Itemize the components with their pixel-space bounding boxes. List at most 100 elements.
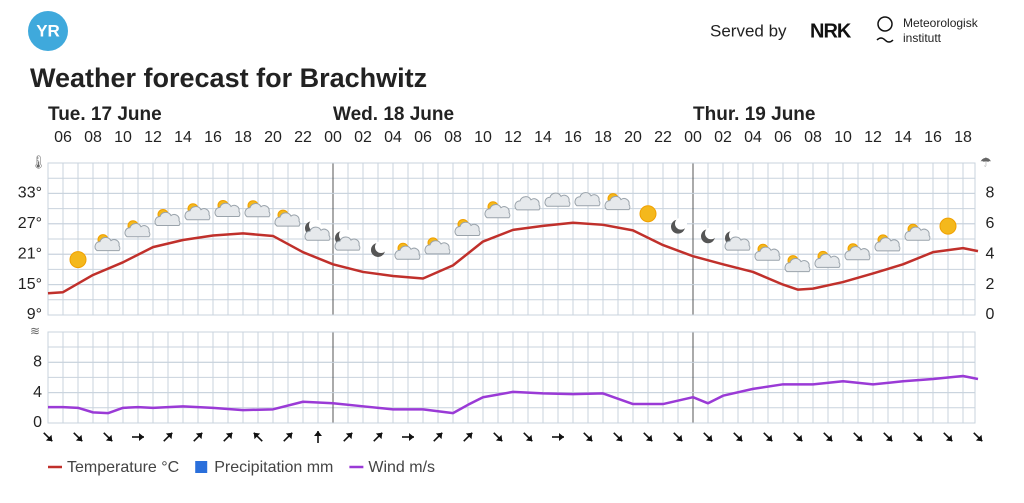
arrow-head	[253, 432, 261, 440]
wind-arrow	[703, 432, 713, 442]
cloud	[184, 206, 211, 221]
arrow-head	[975, 434, 983, 442]
weather-symbol	[304, 219, 331, 241]
line-series	[48, 374, 979, 415]
legend-label: Precipitation mm	[214, 459, 333, 476]
cloud	[124, 223, 151, 238]
nrk-logo: NRK	[810, 20, 852, 42]
cloud	[214, 202, 241, 217]
wind-arrow	[793, 432, 803, 442]
weather-symbol	[874, 234, 901, 252]
weather-symbol	[424, 237, 451, 255]
arrow-head	[765, 434, 773, 442]
arrow-head	[165, 432, 173, 440]
x-tick-label: 14	[534, 129, 552, 146]
cloud	[514, 196, 541, 211]
x-tick-label: 22	[654, 129, 672, 146]
cloud	[154, 211, 181, 227]
x-tick-label: 08	[444, 129, 462, 146]
arrow-head	[915, 434, 923, 442]
arrow-head	[285, 432, 293, 440]
x-tick-label: 14	[174, 129, 192, 146]
arrow-head	[139, 433, 144, 441]
wind-arrow	[343, 432, 353, 442]
wind-arrow	[643, 432, 653, 442]
weather-symbol	[484, 201, 511, 219]
weather-symbol	[754, 243, 781, 261]
arrow-head	[705, 434, 713, 442]
wind-arrow	[163, 432, 173, 442]
cloud	[94, 236, 121, 252]
cloud	[724, 236, 751, 251]
legend-swatch	[195, 461, 208, 473]
legend-label: Temperature °C	[67, 459, 179, 476]
weather-symbol	[184, 203, 211, 221]
cloud	[544, 192, 571, 207]
x-tick-label: 10	[114, 129, 132, 146]
arrow-head	[465, 432, 473, 440]
wind-arrow	[883, 432, 893, 442]
arrow-head	[45, 434, 53, 442]
weather-symbol	[844, 243, 871, 261]
wind-arrow	[223, 432, 233, 442]
arrow-head	[645, 434, 653, 442]
arrow-head	[75, 434, 83, 442]
temp-icon: 🌡	[30, 154, 47, 169]
wind-icon: ≋	[30, 324, 40, 338]
x-tick-label: 18	[594, 129, 612, 146]
wind-arrow	[733, 432, 743, 442]
cloud	[874, 237, 901, 252]
weather-symbol	[814, 250, 841, 268]
weather-symbol	[244, 200, 271, 218]
cloud	[484, 204, 511, 219]
y2-tick-label: 2	[986, 276, 995, 293]
cloud	[244, 203, 271, 218]
weather-symbol	[904, 223, 931, 241]
wind-arrow	[132, 433, 144, 441]
x-tick-label: 06	[54, 129, 72, 146]
arrow-head	[105, 434, 113, 442]
wind-arrow	[583, 432, 593, 442]
moon-cut	[675, 217, 687, 230]
cloud	[844, 246, 871, 261]
y-tick-label: 33°	[18, 185, 42, 202]
x-tick-label: 08	[84, 129, 102, 146]
wind-arrow	[373, 432, 383, 442]
arrow-head	[735, 434, 743, 442]
weather-symbol	[371, 240, 387, 257]
wind-arrow	[493, 432, 503, 442]
y2-tick-label: 8	[986, 185, 995, 202]
arrow-head	[435, 432, 443, 440]
arrow-head	[195, 432, 203, 440]
arrow-head	[559, 433, 564, 441]
weather-symbol	[701, 227, 717, 244]
weather-symbol	[724, 229, 751, 251]
arrow-head	[495, 434, 503, 442]
weather-symbol	[69, 251, 87, 269]
wind-arrow	[283, 432, 293, 442]
y-tick-label: 15°	[18, 276, 42, 293]
wind-arrow	[433, 432, 443, 442]
x-tick-label: 10	[834, 129, 852, 146]
weather-symbol	[639, 205, 657, 223]
arrow-head	[409, 433, 414, 441]
x-tick-label: 12	[144, 129, 162, 146]
chart-title: Weather forecast for Brachwitz	[30, 63, 427, 93]
yr-logo	[28, 11, 68, 51]
moon-cut	[705, 227, 717, 240]
cloud	[274, 212, 301, 227]
cloud	[604, 195, 631, 211]
wind-arrow	[314, 431, 322, 443]
x-tick-label: 16	[564, 129, 582, 146]
weather-symbol	[394, 242, 421, 260]
x-tick-label: 04	[744, 129, 762, 146]
arrow-head	[525, 434, 533, 442]
day-label: Tue. 17 June	[48, 104, 162, 125]
sun	[639, 205, 657, 223]
weather-symbol	[784, 255, 811, 273]
wind-arrow	[943, 432, 953, 442]
served-by: Served by	[710, 21, 787, 40]
wind-arrow	[913, 432, 923, 442]
x-tick-label: 20	[624, 129, 642, 146]
